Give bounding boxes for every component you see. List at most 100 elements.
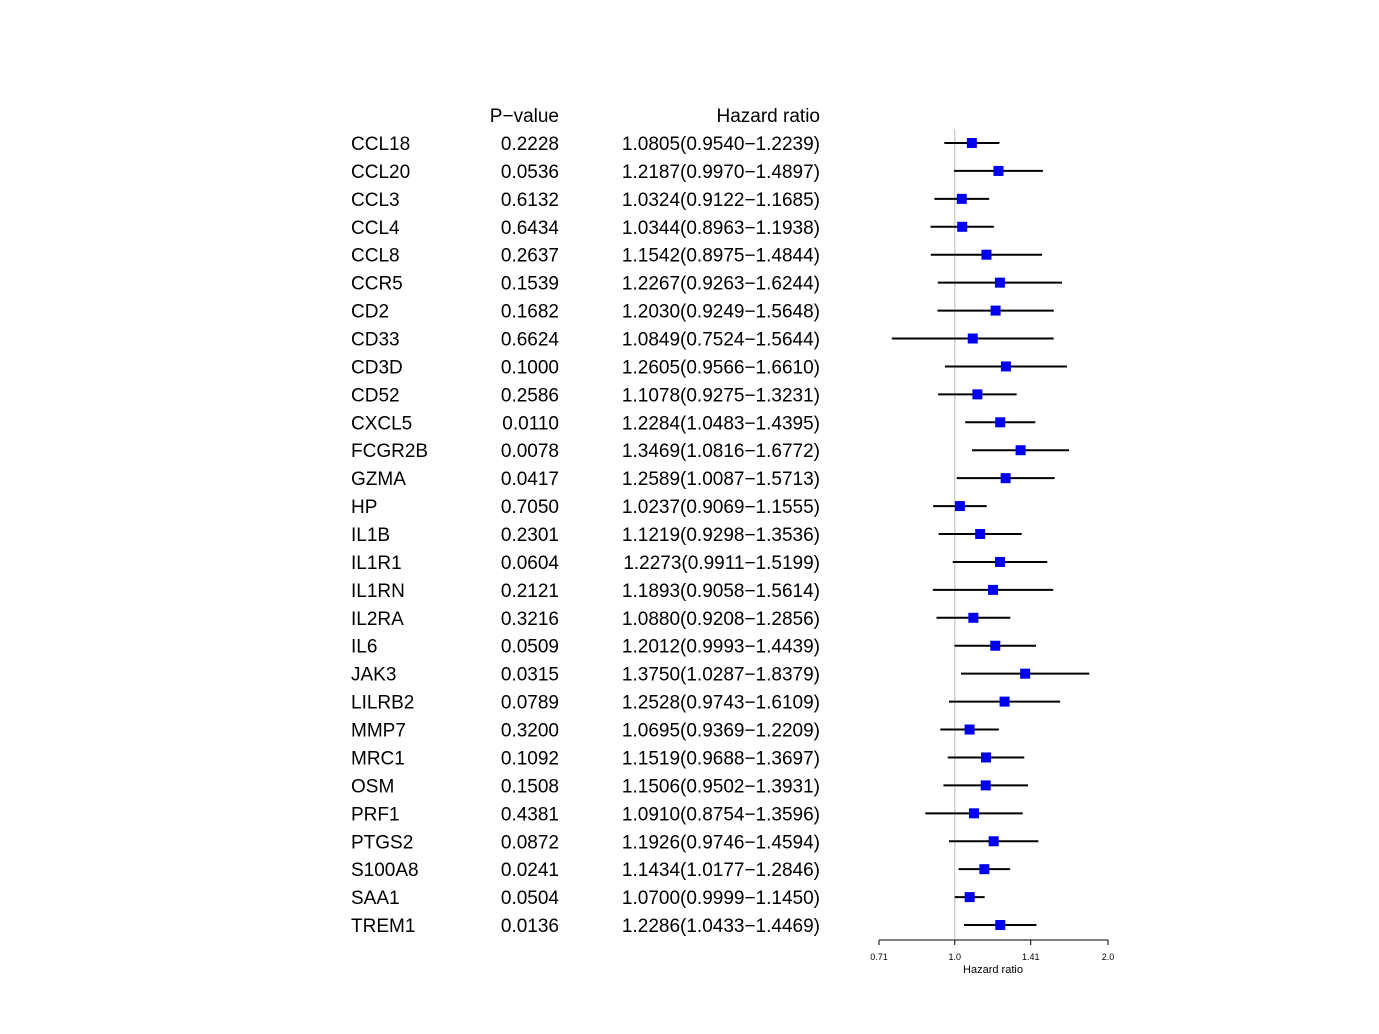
table-row: IL1R1 0.0604 1.2273(0.9911−1.5199) (351, 553, 820, 574)
gene-label: CCL20 (351, 162, 410, 183)
hazard-ratio-cell: 1.1519(0.9688−1.3697) (622, 748, 820, 769)
ci-row (956, 473, 1055, 484)
pvalue-cell: 0.1092 (501, 748, 559, 769)
hazard-ratio-cell: 1.1078(0.9275−1.3231) (622, 385, 820, 406)
hr-marker (1015, 445, 1026, 456)
table-row: CCL20 0.0536 1.2187(0.9970−1.4897) (351, 162, 820, 183)
gene-label: SAA1 (351, 888, 400, 909)
hr-marker (1000, 361, 1011, 372)
hr-marker (968, 808, 979, 819)
hazard-ratio-cell: 1.1542(0.8975−1.4844) (622, 246, 820, 267)
hr-marker (964, 892, 975, 903)
table-row: PRF1 0.4381 1.0910(0.8754−1.3596) (351, 804, 820, 825)
hr-marker (975, 529, 986, 540)
hazard-ratio-cell: 1.0849(0.7524−1.5644) (622, 330, 820, 351)
table-row: CCL4 0.6434 1.0344(0.8963−1.1938) (351, 218, 820, 239)
hazard-ratio-cell: 1.2605(0.9566−1.6610) (622, 357, 820, 378)
table-row: CD52 0.2586 1.1078(0.9275−1.3231) (351, 385, 820, 406)
table-row: CD33 0.6624 1.0849(0.7524−1.5644) (351, 330, 820, 351)
table-row: PTGS2 0.0872 1.1926(0.9746−1.4594) (351, 832, 820, 853)
table-row: CD3D 0.1000 1.2605(0.9566−1.6610) (351, 357, 820, 378)
pvalue-cell: 0.1000 (501, 357, 559, 378)
hr-marker (981, 249, 992, 260)
ci-row (937, 277, 1063, 288)
hazard-ratio-cell: 1.2589(1.0087−1.5713) (622, 469, 820, 490)
gene-label: CCR5 (351, 274, 403, 295)
hazard-ratio-cell: 1.1219(0.9298−1.3536) (622, 525, 820, 546)
table-row: IL1B 0.2301 1.1219(0.9298−1.3536) (351, 525, 820, 546)
gene-label: CD3D (351, 357, 403, 378)
hazard-ratio-cell: 1.0700(0.9999−1.1450) (622, 888, 820, 909)
pvalue-column-header: P−value (490, 106, 559, 127)
hr-marker (990, 305, 1001, 316)
hazard-ratio-cell: 1.1506(0.9502−1.3931) (622, 776, 820, 797)
table-row: S100A8 0.0241 1.1434(1.0177−1.2846) (351, 860, 820, 881)
gene-label: PRF1 (351, 804, 400, 825)
gene-label: IL1B (351, 525, 390, 546)
gene-label: JAK3 (351, 665, 396, 686)
pvalue-cell: 0.2637 (501, 246, 559, 267)
ci-row (940, 724, 999, 735)
hr-marker (967, 333, 978, 344)
gene-label: CCL8 (351, 246, 400, 267)
hr-marker (990, 640, 1001, 651)
table-row: MRC1 0.1092 1.1519(0.9688−1.3697) (351, 748, 820, 769)
ci-row (960, 668, 1090, 679)
pvalue-cell: 0.3216 (501, 609, 559, 630)
hazard-ratio-cell: 1.2012(0.9993−1.4439) (622, 637, 820, 658)
pvalue-cell: 0.1508 (501, 776, 559, 797)
pvalue-cell: 0.1539 (501, 274, 559, 295)
pvalue-cell: 0.3200 (501, 721, 559, 742)
ci-row (938, 389, 1017, 400)
ci-row (952, 556, 1048, 567)
ci-row (954, 892, 985, 903)
table-row: CCR5 0.1539 1.2267(0.9263−1.6244) (351, 274, 820, 295)
x-tick-label: 0.71 (870, 952, 888, 962)
pvalue-cell: 0.0315 (501, 665, 559, 686)
table-row: CXCL5 0.0110 1.2284(1.0483−1.4395) (351, 413, 820, 434)
x-axis-label: Hazard ratio (963, 964, 1023, 976)
pvalue-cell: 0.2586 (501, 385, 559, 406)
hr-marker (1000, 473, 1011, 484)
pvalue-cell: 0.0536 (501, 162, 559, 183)
ci-row (936, 612, 1011, 623)
hazard-ratio-cell: 1.2286(1.0433−1.4469) (622, 916, 820, 937)
hr-marker (995, 556, 1006, 567)
hazard-ratio-cell: 1.2528(0.9743−1.6109) (622, 693, 820, 714)
ci-row (937, 305, 1054, 316)
hazard-ratio-cell: 1.2030(0.9249−1.5648) (622, 302, 820, 323)
hazard-ratio-cell: 1.2267(0.9263−1.6244) (622, 274, 820, 295)
pvalue-cell: 0.0078 (501, 441, 559, 462)
ci-row (943, 780, 1029, 791)
table-row: LILRB2 0.0789 1.2528(0.9743−1.6109) (351, 693, 820, 714)
pvalue-cell: 0.1682 (501, 302, 559, 323)
x-tick-label: 1.41 (1022, 952, 1040, 962)
x-axis: 0.71 1.0 1.41 2.0 (870, 939, 1114, 962)
hr-marker (964, 724, 975, 735)
hr-marker (968, 612, 979, 623)
gene-label: CD52 (351, 385, 400, 406)
hr-marker (988, 584, 999, 595)
gene-label: IL1R1 (351, 553, 402, 574)
hr-marker (957, 221, 968, 232)
gene-label: TREM1 (351, 916, 415, 937)
ci-row (954, 165, 1043, 176)
ci-row (944, 138, 1000, 148)
ci-row (925, 808, 1023, 819)
hr-marker (979, 864, 990, 875)
gene-label: HP (351, 497, 377, 518)
gene-label: MRC1 (351, 748, 405, 769)
hr-marker (999, 696, 1010, 707)
gene-label: OSM (351, 776, 394, 797)
hazard-ratio-column-header: Hazard ratio (717, 106, 821, 127)
table-row: OSM 0.1508 1.1506(0.9502−1.3931) (351, 776, 820, 797)
pvalue-cell: 0.0789 (501, 693, 559, 714)
ci-row (930, 249, 1043, 260)
ci-row (972, 445, 1070, 456)
x-tick-label: 1.0 (948, 952, 961, 962)
gene-label: S100A8 (351, 860, 419, 881)
hazard-ratio-cell: 1.2187(0.9970−1.4897) (622, 162, 820, 183)
ci-row (954, 640, 1036, 651)
pvalue-cell: 0.0417 (501, 469, 559, 490)
ci-row (949, 836, 1039, 847)
